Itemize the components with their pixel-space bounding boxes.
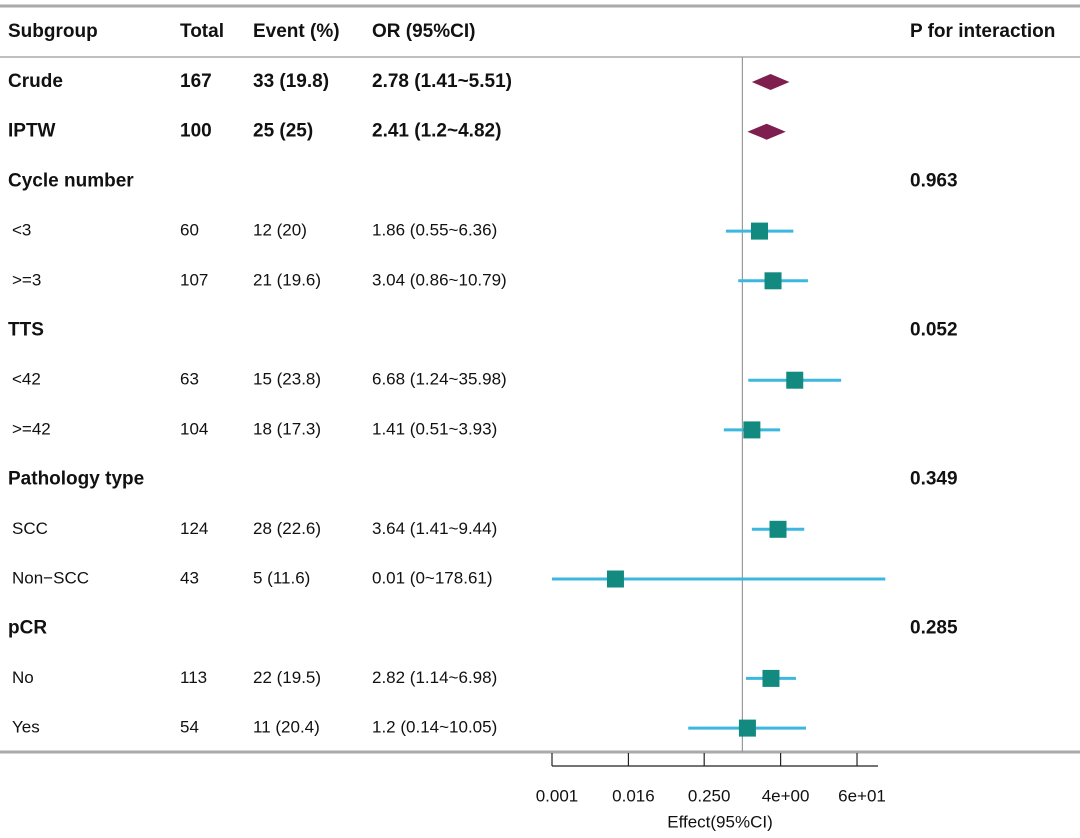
x-tick-label: 4e+00 [762,786,810,805]
or-cell: 1.2 (0.14~10.05) [372,718,497,737]
subgroup-label: Non−SCC [12,568,89,587]
subgroup-label: <3 [12,221,31,240]
event-cell: 15 (23.8) [253,370,321,389]
column-header: P for interaction [910,21,1055,42]
event-cell: 28 (22.6) [253,519,321,538]
total-cell: 60 [180,221,199,240]
or-cell: 3.04 (0.86~10.79) [372,270,507,289]
x-tick-label: 0.250 [688,786,731,805]
event-cell: 22 (19.5) [253,668,321,687]
subgroup-label: SCC [12,519,48,538]
or-cell: 1.86 (0.55~6.36) [372,221,497,240]
subgroup-label: Crude [8,71,63,92]
effect-diamond [751,74,790,90]
event-cell: 5 (11.6) [253,568,310,587]
total-cell: 63 [180,370,199,389]
total-cell: 113 [180,668,207,687]
event-cell: 25 (25) [253,121,313,142]
p-interaction: 0.963 [910,170,958,191]
event-cell: 21 (19.6) [253,270,321,289]
total-cell: 167 [180,71,212,92]
or-cell: 2.82 (1.14~6.98) [372,668,497,687]
x-tick-label: 6e+01 [838,786,886,805]
column-header: Subgroup [8,21,98,42]
effect-square [764,272,782,290]
subgroup-label: Yes [12,718,40,737]
event-cell: 11 (20.4) [253,718,320,737]
or-cell: 0.01 (0~178.61) [372,568,493,587]
x-tick-label: 0.016 [612,786,655,805]
group-label: pCR [8,618,47,639]
subgroup-label: >=42 [12,419,51,438]
or-cell: 2.78 (1.41~5.51) [372,71,512,92]
group-label: TTS [8,320,44,341]
subgroup-label: >=3 [12,270,41,289]
total-cell: 124 [180,519,208,538]
effect-square [769,520,787,538]
subgroup-label: IPTW [8,121,56,142]
p-interaction: 0.349 [910,469,958,490]
total-cell: 107 [180,270,208,289]
effect-square [762,669,780,687]
or-cell: 2.41 (1.2~4.82) [372,121,501,142]
effect-square [750,222,768,240]
column-header: OR (95%CI) [372,21,475,42]
effect-square [786,371,804,389]
group-label: Pathology type [8,469,144,490]
or-cell: 6.68 (1.24~35.98) [372,370,507,389]
p-interaction: 0.052 [910,320,958,341]
p-interaction: 0.285 [910,618,958,639]
total-cell: 43 [180,568,199,587]
event-cell: 12 (20) [253,221,307,240]
total-cell: 54 [180,718,199,737]
x-axis-label: Effect(95%CI) [667,812,773,831]
effect-square [606,570,624,588]
effect-square [743,421,761,439]
effect-square [738,719,756,737]
subgroup-label: <42 [12,370,41,389]
or-cell: 3.64 (1.41~9.44) [372,519,497,538]
column-header: Total [180,21,224,42]
total-cell: 104 [180,419,208,438]
subgroup-label: No [12,668,34,687]
event-cell: 18 (17.3) [253,419,321,438]
effect-diamond [747,123,786,140]
or-cell: 1.41 (0.51~3.93) [372,419,497,438]
total-cell: 100 [180,121,212,142]
event-cell: 33 (19.8) [253,71,329,92]
x-tick-label: 0.001 [536,786,579,805]
column-header: Event (%) [253,21,340,42]
group-label: Cycle number [8,170,134,191]
